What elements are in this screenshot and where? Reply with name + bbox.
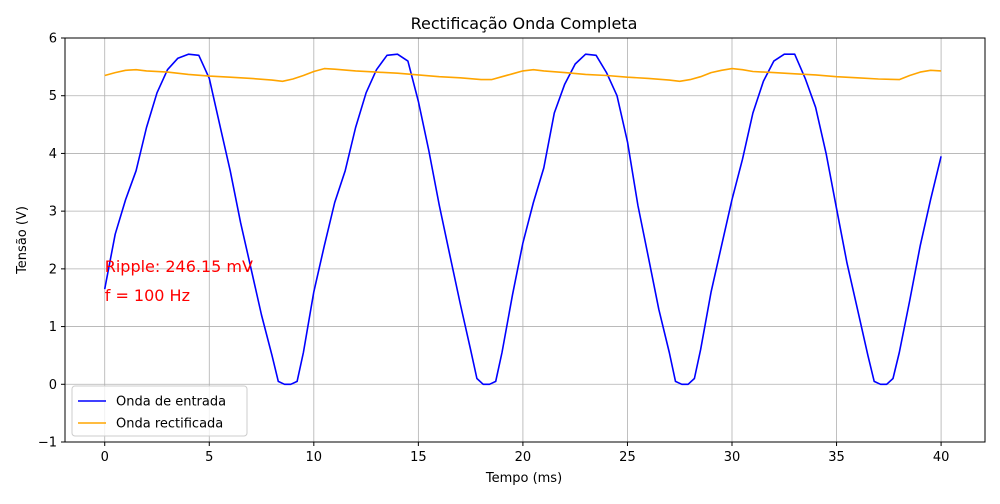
y-axis-ticks: −1 0 1 2 3 4 5 6 <box>38 32 65 451</box>
series-line-1 <box>104 67 942 83</box>
y-tick-label: −1 <box>38 436 57 451</box>
legend-box <box>71 385 248 437</box>
y-tick-label: 6 <box>49 32 57 47</box>
y-tick-label: 3 <box>49 205 57 220</box>
x-tick-label: 30 <box>724 450 741 465</box>
annotation-text: Ripple: 246.15 mV <box>105 257 253 276</box>
y-axis-label: Tensão (V) <box>15 206 30 275</box>
legend: Onda de entrada Onda rectificada <box>71 385 248 437</box>
y-tick-label: 0 <box>49 378 57 393</box>
x-tick-label: 10 <box>306 450 323 465</box>
annotations: Ripple: 246.15 mV f = 100 Hz <box>105 257 253 305</box>
x-tick-label: 20 <box>515 450 532 465</box>
y-tick-label: 1 <box>49 320 57 335</box>
x-tick-label: 40 <box>933 450 950 465</box>
plot-frame <box>64 37 986 443</box>
annotation-text: f = 100 Hz <box>105 286 190 305</box>
x-tick-label: 5 <box>205 450 213 465</box>
y-tick-label: 2 <box>49 262 57 277</box>
x-axis-ticks: 0 5 10 15 20 25 30 35 40 <box>101 442 950 465</box>
x-tick-label: 15 <box>410 450 427 465</box>
legend-label: Onda de entrada <box>116 395 226 410</box>
x-tick-label: 0 <box>101 450 109 465</box>
chart-title: Rectificação Onda Completa <box>411 14 638 33</box>
legend-label: Onda rectificada <box>116 417 223 432</box>
series-layer <box>103 53 942 386</box>
x-tick-label: 35 <box>828 450 845 465</box>
series-line-0 <box>103 53 942 386</box>
y-tick-label: 5 <box>49 89 57 104</box>
x-tick-label: 25 <box>619 450 636 465</box>
y-tick-label: 4 <box>49 147 57 162</box>
x-axis-label: Tempo (ms) <box>485 471 562 486</box>
